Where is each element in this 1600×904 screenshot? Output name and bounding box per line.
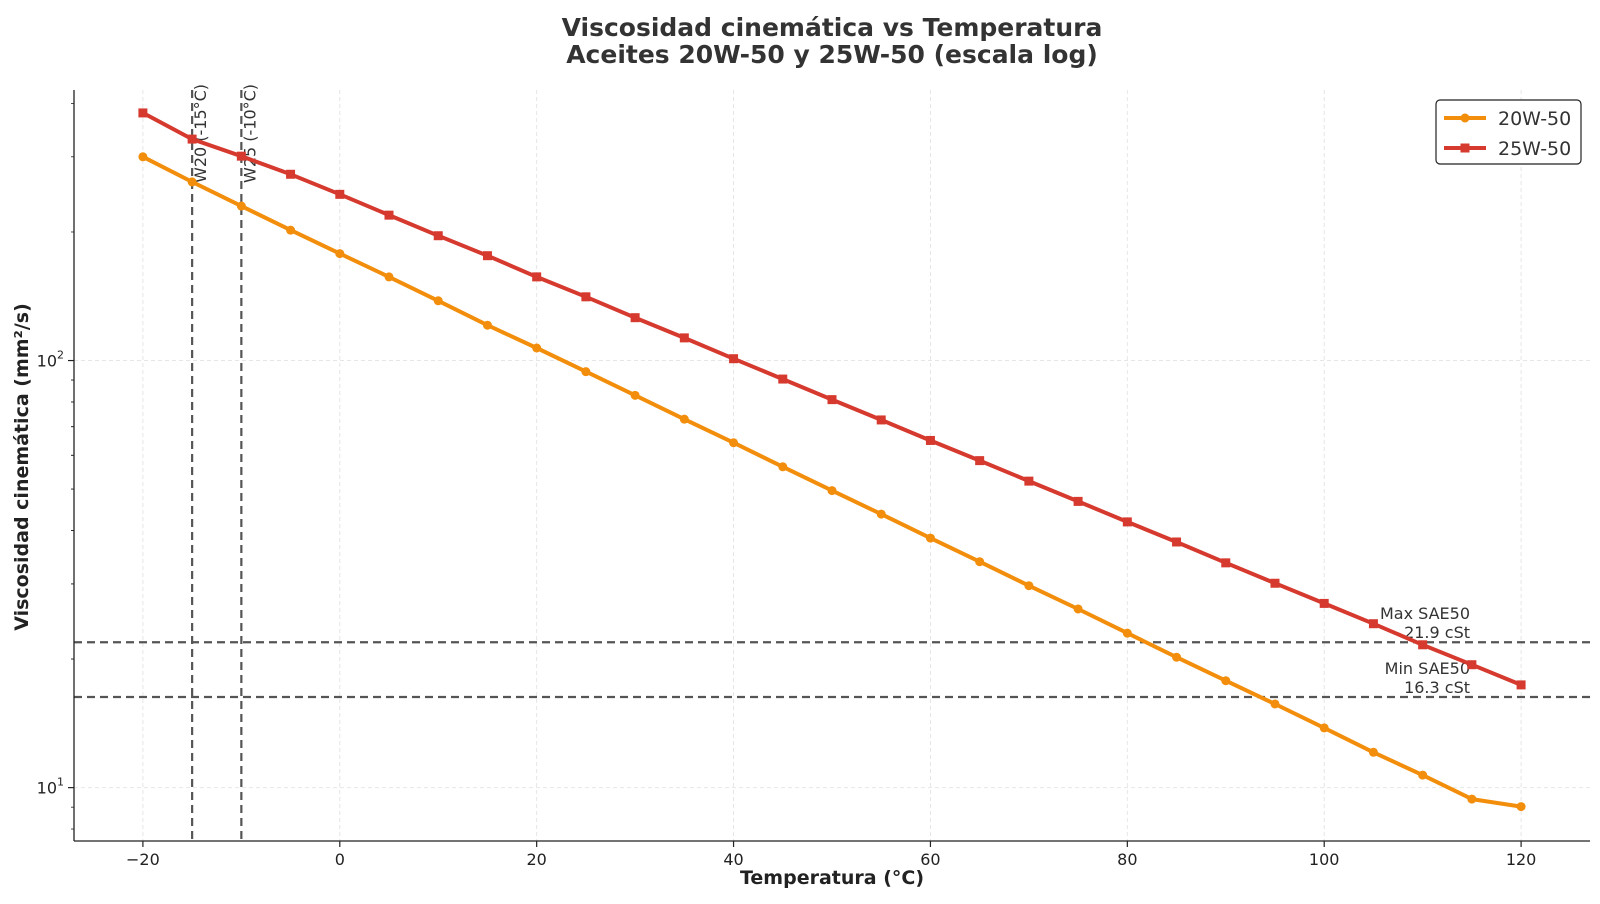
y-tick-base: 10 <box>37 779 57 798</box>
x-tick-label: 120 <box>1506 850 1537 869</box>
ref-label-line2: 21.9 cSt <box>1404 623 1470 642</box>
y-tick-label: 102 <box>37 349 64 371</box>
data-point-20w-50 <box>876 509 886 519</box>
data-point-20w-50 <box>384 272 394 282</box>
data-point-25w-50 <box>1319 598 1329 608</box>
data-point-20w-50 <box>1319 723 1329 733</box>
data-point-25w-50 <box>384 210 394 220</box>
x-tick-label: 80 <box>1117 850 1137 869</box>
data-point-25w-50 <box>729 354 739 364</box>
data-point-25w-50 <box>532 272 542 282</box>
data-point-20w-50 <box>1221 676 1231 686</box>
ref-label-vertical: W25 (-10°C) <box>240 84 259 183</box>
data-point-25w-50 <box>286 169 296 179</box>
data-point-25w-50 <box>1270 578 1280 588</box>
chart-subtitle: Aceites 20W-50 y 25W-50 (escala log) <box>566 40 1098 69</box>
data-point-20w-50 <box>1122 628 1132 638</box>
data-point-25w-50 <box>778 374 788 384</box>
data-point-20w-50 <box>138 152 148 162</box>
data-point-25w-50 <box>1122 517 1132 527</box>
x-tick-label: 0 <box>335 850 345 869</box>
legend-label: 25W-50 <box>1498 138 1571 160</box>
data-point-25w-50 <box>975 456 985 466</box>
data-point-25w-50 <box>187 134 197 144</box>
data-point-25w-50 <box>433 231 443 241</box>
series-group <box>138 108 1526 812</box>
data-point-25w-50 <box>236 151 246 161</box>
axes <box>73 90 1590 842</box>
legend-marker <box>1460 113 1470 123</box>
data-point-20w-50 <box>729 438 739 448</box>
data-point-20w-50 <box>1270 699 1280 709</box>
data-point-20w-50 <box>1467 794 1477 804</box>
y-tick-exponent: 2 <box>57 349 64 362</box>
data-point-25w-50 <box>1221 558 1231 568</box>
ref-label-line1: Min SAE50 <box>1385 659 1470 678</box>
data-point-25w-50 <box>1418 640 1428 650</box>
legend: 20W-50 25W-50 <box>1435 99 1582 165</box>
x-tick-label: 40 <box>723 850 743 869</box>
data-point-20w-50 <box>1073 604 1083 614</box>
data-point-25w-50 <box>1516 680 1526 690</box>
data-point-20w-50 <box>630 390 640 400</box>
x-tick-label: −20 <box>126 850 160 869</box>
data-point-25w-50 <box>1172 537 1182 547</box>
data-point-25w-50 <box>1368 619 1378 629</box>
data-point-25w-50 <box>581 292 591 302</box>
data-point-25w-50 <box>630 313 640 323</box>
data-point-20w-50 <box>778 462 788 472</box>
legend-marker <box>1460 143 1470 153</box>
y-tick-base: 10 <box>37 352 57 371</box>
data-point-20w-50 <box>236 201 246 211</box>
chart-title: Viscosidad cinemática vs Temperatura <box>562 13 1103 42</box>
data-point-25w-50 <box>1024 476 1034 486</box>
data-point-20w-50 <box>187 177 197 187</box>
ref-label-line1: Max SAE50 <box>1380 604 1470 623</box>
data-point-20w-50 <box>1516 802 1526 812</box>
data-point-20w-50 <box>975 557 985 567</box>
data-point-25w-50 <box>138 108 148 118</box>
data-point-25w-50 <box>1467 660 1477 670</box>
data-point-25w-50 <box>827 395 837 405</box>
x-axis-label: Temperatura (°C) <box>740 867 924 889</box>
data-point-25w-50 <box>335 189 345 199</box>
data-point-20w-50 <box>679 414 689 424</box>
series-line-20w-50 <box>141 155 1522 809</box>
data-point-20w-50 <box>532 343 542 353</box>
x-tick-label: 20 <box>526 850 546 869</box>
data-point-20w-50 <box>581 367 591 377</box>
grid <box>74 90 1590 841</box>
y-tick-label: 101 <box>37 776 64 798</box>
data-point-20w-50 <box>433 296 443 306</box>
data-point-20w-50 <box>827 486 837 496</box>
data-point-20w-50 <box>1024 581 1034 591</box>
data-point-20w-50 <box>925 533 935 543</box>
data-point-25w-50 <box>925 435 935 445</box>
y-tick-exponent: 1 <box>57 776 64 789</box>
ref-label-vertical: W20 (-15°C) <box>191 84 210 183</box>
data-point-25w-50 <box>876 415 886 425</box>
data-point-20w-50 <box>286 225 296 235</box>
data-point-20w-50 <box>482 320 492 330</box>
data-point-20w-50 <box>335 249 345 259</box>
data-point-20w-50 <box>1172 652 1182 662</box>
data-point-25w-50 <box>1073 496 1083 506</box>
data-point-20w-50 <box>1368 747 1378 757</box>
x-tick-label: 60 <box>920 850 940 869</box>
y-axis-label: Viscosidad cinemática (mm²/s) <box>11 303 33 631</box>
x-tick-label: 100 <box>1309 850 1340 869</box>
data-point-25w-50 <box>679 333 689 343</box>
legend-label: 20W-50 <box>1498 108 1571 130</box>
data-point-20w-50 <box>1418 770 1428 780</box>
data-point-25w-50 <box>482 251 492 261</box>
ref-label-line2: 16.3 cSt <box>1404 678 1470 697</box>
